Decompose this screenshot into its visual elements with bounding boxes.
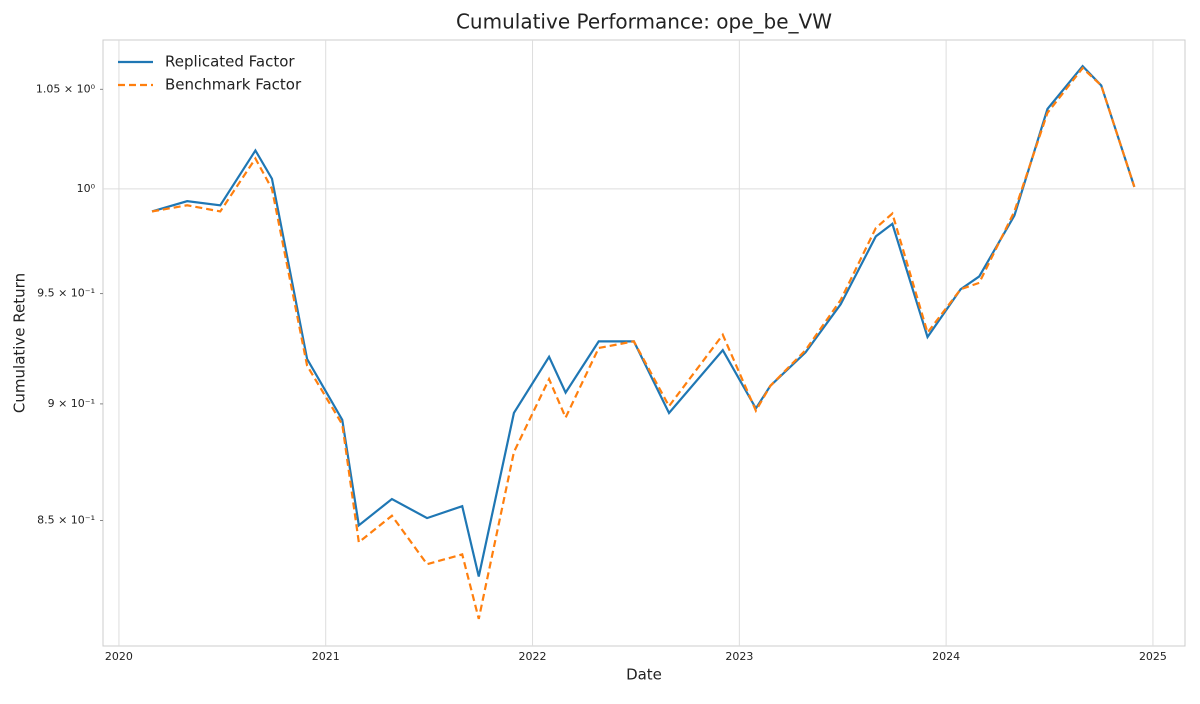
y-tick-label: 9 × 10⁻¹: [48, 397, 95, 410]
x-tick-label: 2021: [312, 650, 340, 663]
y-tick-label: 8.5 × 10⁻¹: [37, 514, 95, 527]
x-tick-label: 2024: [932, 650, 960, 663]
legend-label: Replicated Factor: [165, 53, 295, 71]
x-tick-label: 2022: [519, 650, 547, 663]
x-axis-label: Date: [626, 666, 662, 684]
y-axis-label: Cumulative Return: [11, 273, 29, 413]
y-tick-label: 1.05 × 10⁰: [36, 82, 96, 95]
line-series: [151, 66, 1136, 620]
y-tick-label: 9.5 × 10⁻¹: [37, 287, 95, 300]
x-tick-label: 2023: [725, 650, 753, 663]
x-tick-label: 2020: [105, 650, 133, 663]
y-tick-label: 10⁰: [77, 182, 96, 195]
legend-label: Benchmark Factor: [165, 76, 302, 94]
x-tick-label: 2025: [1139, 650, 1167, 663]
chart-title: Cumulative Performance: ope_be_VW: [456, 10, 832, 34]
plot-area: [102, 39, 1186, 647]
